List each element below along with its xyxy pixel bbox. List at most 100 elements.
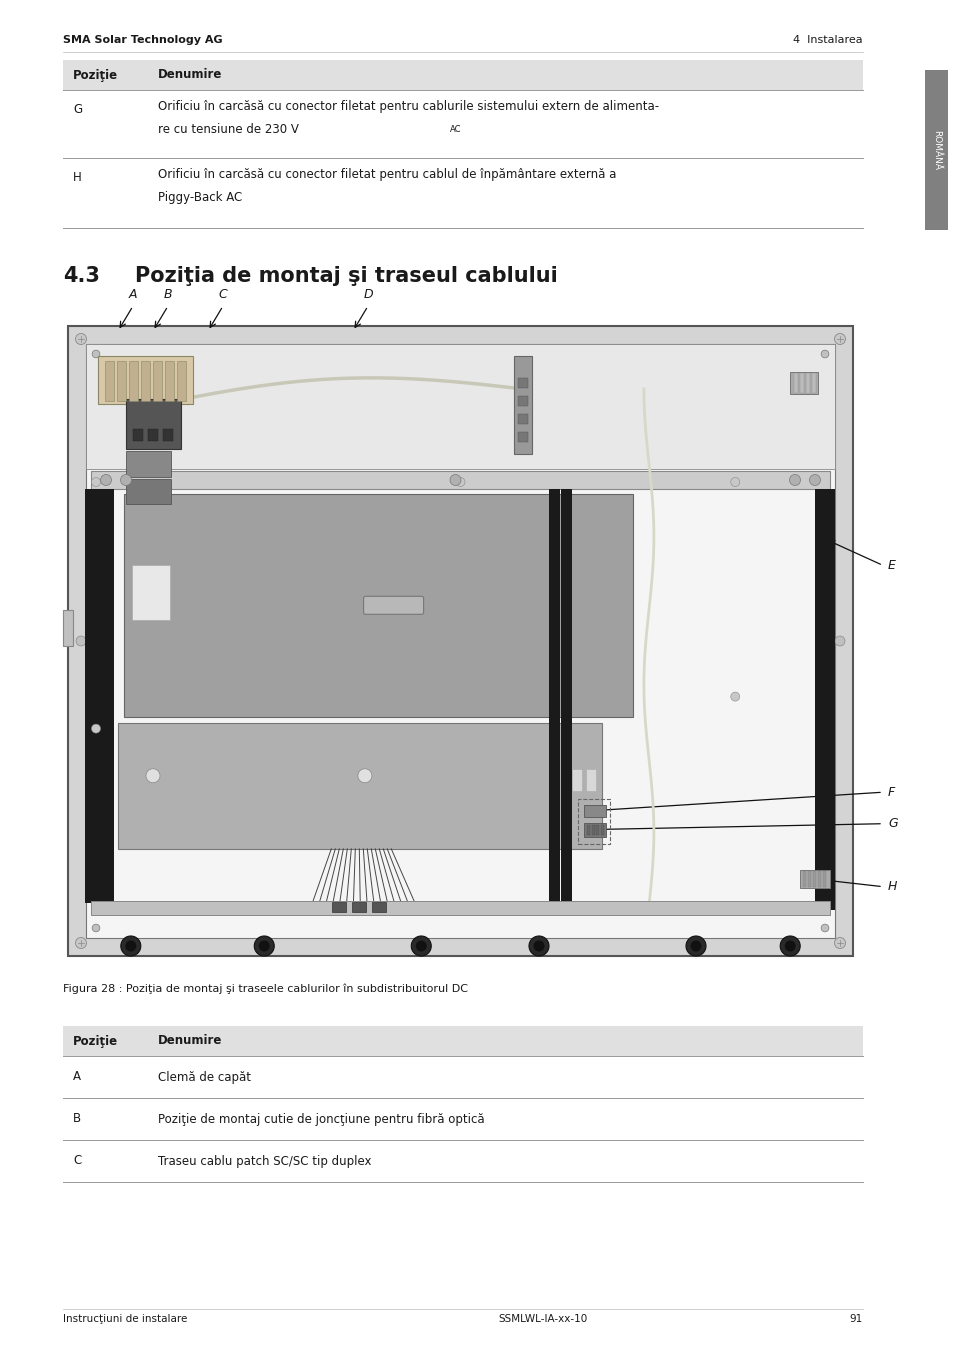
Bar <box>578 799 610 844</box>
Circle shape <box>75 333 87 344</box>
Bar <box>63 60 862 89</box>
Bar <box>68 326 852 956</box>
Circle shape <box>357 769 372 783</box>
Bar <box>583 822 605 837</box>
Bar <box>132 429 143 441</box>
Bar <box>807 871 810 887</box>
Text: Denumire: Denumire <box>158 1034 222 1048</box>
Bar <box>148 429 158 441</box>
Text: A: A <box>73 1071 81 1083</box>
Bar <box>129 362 138 401</box>
Bar <box>63 611 73 646</box>
Bar <box>86 344 834 938</box>
Text: H: H <box>887 880 897 894</box>
Text: Poziţie: Poziţie <box>73 1034 118 1048</box>
Circle shape <box>91 478 100 486</box>
Bar <box>102 489 113 903</box>
Text: B: B <box>164 287 172 301</box>
Circle shape <box>834 636 844 646</box>
Circle shape <box>125 941 136 952</box>
Bar <box>549 489 559 906</box>
Text: B: B <box>73 1113 81 1125</box>
Circle shape <box>258 941 270 952</box>
Circle shape <box>730 478 739 486</box>
Bar <box>517 432 528 441</box>
Circle shape <box>76 636 86 646</box>
Bar <box>91 471 829 489</box>
Bar <box>802 871 805 887</box>
Bar <box>591 825 595 834</box>
Circle shape <box>685 936 705 956</box>
Bar <box>126 451 171 477</box>
Bar <box>98 356 193 403</box>
Bar <box>118 723 601 849</box>
Circle shape <box>146 769 160 783</box>
Circle shape <box>254 936 274 956</box>
Circle shape <box>121 936 141 956</box>
Text: F: F <box>887 785 894 799</box>
Bar <box>800 372 803 393</box>
Bar <box>517 378 528 389</box>
Circle shape <box>416 941 426 952</box>
Bar <box>105 362 113 401</box>
Bar <box>517 395 528 406</box>
Bar <box>352 902 366 913</box>
Bar <box>117 362 126 401</box>
Circle shape <box>821 925 828 932</box>
Circle shape <box>690 941 700 952</box>
Bar <box>126 399 181 450</box>
Bar <box>126 479 171 504</box>
Circle shape <box>91 724 100 733</box>
Bar <box>596 825 598 834</box>
Circle shape <box>75 937 87 949</box>
Circle shape <box>92 351 100 357</box>
Bar <box>824 489 834 910</box>
Circle shape <box>92 925 100 932</box>
Text: Orificiu în carcăsă cu conector filetat pentru cablul de înpământare externă a: Orificiu în carcăsă cu conector filetat … <box>158 168 616 181</box>
Bar <box>811 372 815 393</box>
Circle shape <box>809 474 820 486</box>
Circle shape <box>450 474 460 486</box>
Bar <box>924 70 946 230</box>
Circle shape <box>834 333 844 344</box>
Circle shape <box>789 474 800 486</box>
Text: Denumire: Denumire <box>158 69 222 81</box>
Bar <box>177 362 186 401</box>
Text: H: H <box>73 171 82 184</box>
Bar <box>600 825 603 834</box>
Text: D: D <box>363 287 373 301</box>
Bar <box>585 769 596 791</box>
Bar <box>571 769 581 791</box>
Text: Orificiu în carcăsă cu conector filetat pentru cablurile sistemului extern de al: Orificiu în carcăsă cu conector filetat … <box>158 100 659 112</box>
Bar <box>141 362 150 401</box>
Bar <box>124 494 633 716</box>
Text: Instrucţiuni de instalare: Instrucţiuni de instalare <box>63 1313 187 1324</box>
Bar <box>822 871 825 887</box>
Text: G: G <box>73 103 82 116</box>
Bar <box>85 489 95 903</box>
Text: 4  Instalarea: 4 Instalarea <box>793 35 862 45</box>
Text: Clemă de capăt: Clemă de capăt <box>158 1071 251 1083</box>
Text: Poziţie: Poziţie <box>73 69 118 81</box>
Text: Figura 28 : Poziţia de montaj şi traseele cablurilor în subdistribuitorul DC: Figura 28 : Poziţia de montaj şi traseel… <box>63 984 468 994</box>
Circle shape <box>456 478 464 486</box>
Text: ROMÂNĂ: ROMÂNĂ <box>931 130 940 171</box>
Text: Piggy-Back AC: Piggy-Back AC <box>158 191 242 204</box>
Bar <box>165 362 173 401</box>
Text: SMA Solar Technology AG: SMA Solar Technology AG <box>63 35 222 45</box>
Bar <box>817 871 821 887</box>
Circle shape <box>529 936 548 956</box>
Bar <box>793 372 797 393</box>
Text: A: A <box>129 287 137 301</box>
Bar <box>163 429 172 441</box>
Circle shape <box>533 941 544 952</box>
Text: Poziţia de montaj şi traseul cablului: Poziţia de montaj şi traseul cablului <box>135 265 558 286</box>
Text: Traseu cablu patch SC/SC tip duplex: Traseu cablu patch SC/SC tip duplex <box>158 1155 371 1167</box>
Bar <box>372 902 386 913</box>
Bar <box>91 900 829 915</box>
FancyBboxPatch shape <box>363 596 423 615</box>
Bar <box>805 372 809 393</box>
Bar <box>517 414 528 424</box>
Circle shape <box>821 351 828 357</box>
Bar <box>132 565 170 620</box>
